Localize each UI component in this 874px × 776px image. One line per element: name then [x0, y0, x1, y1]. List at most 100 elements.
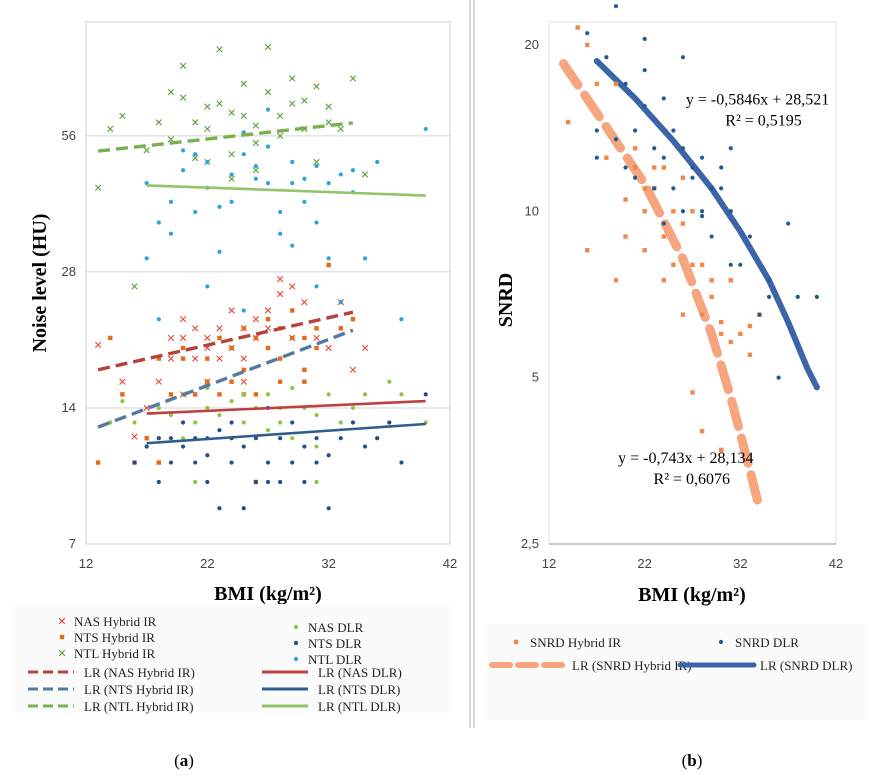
a-ntl-dlr-point-13 [217, 249, 222, 254]
b-snrd-hybrid-ir-point-39 [680, 312, 686, 317]
a-ntl-hybrid-ir-point-36-stroke-2 [361, 171, 369, 178]
a-nas-hybrid-ir-point-2-stroke-2 [131, 433, 138, 440]
b-snrd-dlr-point-7 [623, 165, 628, 170]
a-ntl-hybrid-ir-point-12-stroke-2 [204, 125, 211, 133]
b-snrd-dlr-point-27 [719, 165, 724, 170]
b-snrd-hybrid-ir-point-34 [747, 323, 753, 329]
b-snrd-dlr-point-0 [585, 31, 590, 36]
a-nas-hybrid-ir-point-11 [204, 334, 211, 342]
a-nts-dlr-point-9 [205, 479, 210, 485]
y-tick-label: 7 [69, 536, 76, 551]
a-ntl-dlr-point-41 [241, 308, 246, 313]
a-lr-nas-dlr-line [146, 399, 426, 415]
a-ntl-dlr-point-15 [229, 199, 234, 204]
b-snrd-hybrid-ir-point-7 [613, 278, 619, 283]
a-ntl-hybrid-ir-point-34 [337, 125, 344, 133]
a-ntl-hybrid-ir-point-23 [264, 43, 272, 51]
a-ntl-dlr-point-37 [375, 159, 380, 165]
x-tick-label: 42 [443, 556, 457, 571]
a-nts-dlr-point-8 [193, 460, 198, 465]
panel-b-points [565, 4, 819, 453]
b-snrd-hybrid-ir-point-31 [728, 339, 733, 345]
a-nts-hybrid-ir-point-28 [326, 262, 331, 268]
a-ntl-dlr-point-34 [350, 168, 356, 173]
a-ntl-hybrid-ir-point-14 [216, 46, 223, 53]
a-ntl-hybrid-ir-point-7 [167, 88, 175, 96]
caption-b: (b) [682, 751, 703, 770]
a-nts-hybrid-ir-point-17 [253, 392, 259, 397]
a-ntl-hybrid-ir-point-28-stroke-2 [301, 97, 308, 104]
b-snrd-hybrid-ir-point-33 [747, 352, 753, 357]
legend-snrd-dlr-swatch [718, 639, 724, 645]
legend-nts-hybrid-ir-label: NTS Hybrid IR [74, 630, 155, 645]
b-snrd-dlr-point-31 [728, 262, 733, 267]
x-tick-label: 22 [637, 556, 651, 571]
legend-lr-nts-dlr-label: LR (NTS DLR) [318, 682, 400, 697]
a-nts-dlr-point-36 [399, 460, 404, 465]
a-ntl-hybrid-ir-point-23-stroke-2 [264, 43, 272, 51]
a-nas-hybrid-ir-point-18 [252, 316, 260, 323]
a-ntl-dlr-point-40 [205, 284, 210, 289]
a-ntl-dlr-point-18 [253, 163, 258, 169]
a-ntl-hybrid-ir-point-9 [179, 94, 187, 101]
b-snrd-dlr-point-39 [814, 294, 819, 299]
a-ntl-hybrid-ir-point-0-stroke-2 [94, 184, 102, 191]
y-tick-label: 14 [62, 400, 76, 415]
a-nas-hybrid-ir-point-31 [143, 404, 150, 412]
a-nts-dlr-point-0 [132, 460, 137, 465]
b-snrd-hybrid-ir-point-36 [690, 390, 695, 395]
a-nas-hybrid-ir-point-14 [228, 307, 235, 314]
a-ntl-hybrid-ir-point-32 [325, 103, 332, 110]
a-nts-dlr-point-17 [253, 479, 258, 485]
b-snrd-hybrid-ir-point-15 [652, 165, 657, 170]
a-lr-nas-hybrid-ir-line [97, 310, 354, 372]
a-ntl-hybrid-ir-point-35 [349, 75, 357, 82]
a-nas-dlr-point-9 [193, 420, 198, 425]
a-ntl-hybrid-ir-point-12 [204, 125, 211, 133]
a-nas-dlr-point-15 [241, 392, 246, 397]
a-nas-hybrid-ir-point-29-stroke-2 [361, 344, 369, 352]
a-nas-hybrid-ir-point-26-stroke-2 [325, 344, 332, 352]
a-ntl-hybrid-ir-point-26-stroke-2 [289, 100, 296, 107]
a-nas-hybrid-ir-point-0-stroke-2 [94, 341, 102, 349]
b-snrd-dlr-point-38 [795, 294, 800, 299]
a-nas-dlr-point-10 [205, 405, 210, 411]
a-ntl-dlr-point-8 [193, 152, 198, 157]
a-nts-dlr-point-37 [423, 392, 428, 397]
a-nts-hybrid-ir-point-29 [338, 326, 343, 331]
panel-b-x-axis-title: BMI (kg/m²) [638, 584, 746, 606]
b-snrd-dlr-point-6 [623, 81, 628, 86]
b-snrd-dlr-point-3 [604, 55, 609, 60]
a-nas-hybrid-ir-point-21-stroke-2 [276, 290, 284, 298]
a-nts-hybrid-ir-point-5 [156, 356, 161, 361]
a-nts-hybrid-ir-point-18 [265, 345, 271, 351]
a-nts-dlr-point-22 [278, 436, 283, 441]
b-snrd-hybrid-ir-point-17 [661, 278, 666, 283]
b-snrd-hybrid-ir-point-23 [690, 209, 695, 214]
legend-lr-nts-hybrid-ir-label: LR (NTS Hybrid IR) [84, 682, 193, 697]
a-nas-hybrid-ir-point-9 [192, 355, 199, 362]
a-nas-hybrid-ir-point-34-stroke-2 [289, 283, 296, 290]
caption-a-letter: a [180, 751, 189, 770]
a-ntl-hybrid-ir-point-34-stroke-2 [337, 125, 344, 133]
b-snrd-dlr-point-11 [642, 103, 647, 109]
y-tick-label: 20 [525, 37, 539, 52]
a-ntl-hybrid-ir-point-38 [228, 175, 235, 182]
a-ntl-hybrid-ir-point-26 [289, 100, 296, 107]
b-snrd-dlr-point-21 [690, 165, 695, 170]
a-ntl-dlr-point-30 [326, 256, 331, 261]
b-snrd-dlr-point-36 [776, 375, 781, 380]
a-ntl-hybrid-ir-point-39-stroke-2 [252, 139, 260, 147]
a-ntl-dlr-point-7 [180, 148, 186, 153]
a-nts-dlr-point-3 [156, 436, 161, 441]
a-ntl-hybrid-ir-point-19 [240, 112, 247, 120]
panel-a-plot-area [85, 21, 451, 545]
panel-b-x-ticks: 12 22 32 42 [542, 556, 843, 571]
b-snrd-hybrid-ir-point-2 [585, 42, 590, 48]
a-nas-hybrid-ir-point-32 [240, 378, 247, 385]
b-snrd-dlr-point-13 [652, 146, 657, 151]
a-ntl-dlr-point-4 [168, 199, 174, 204]
a-nas-hybrid-ir-point-32-stroke-2 [240, 378, 247, 385]
a-ntl-hybrid-ir-point-24-stroke-2 [276, 112, 284, 120]
y-tick-label: 5 [532, 370, 539, 385]
